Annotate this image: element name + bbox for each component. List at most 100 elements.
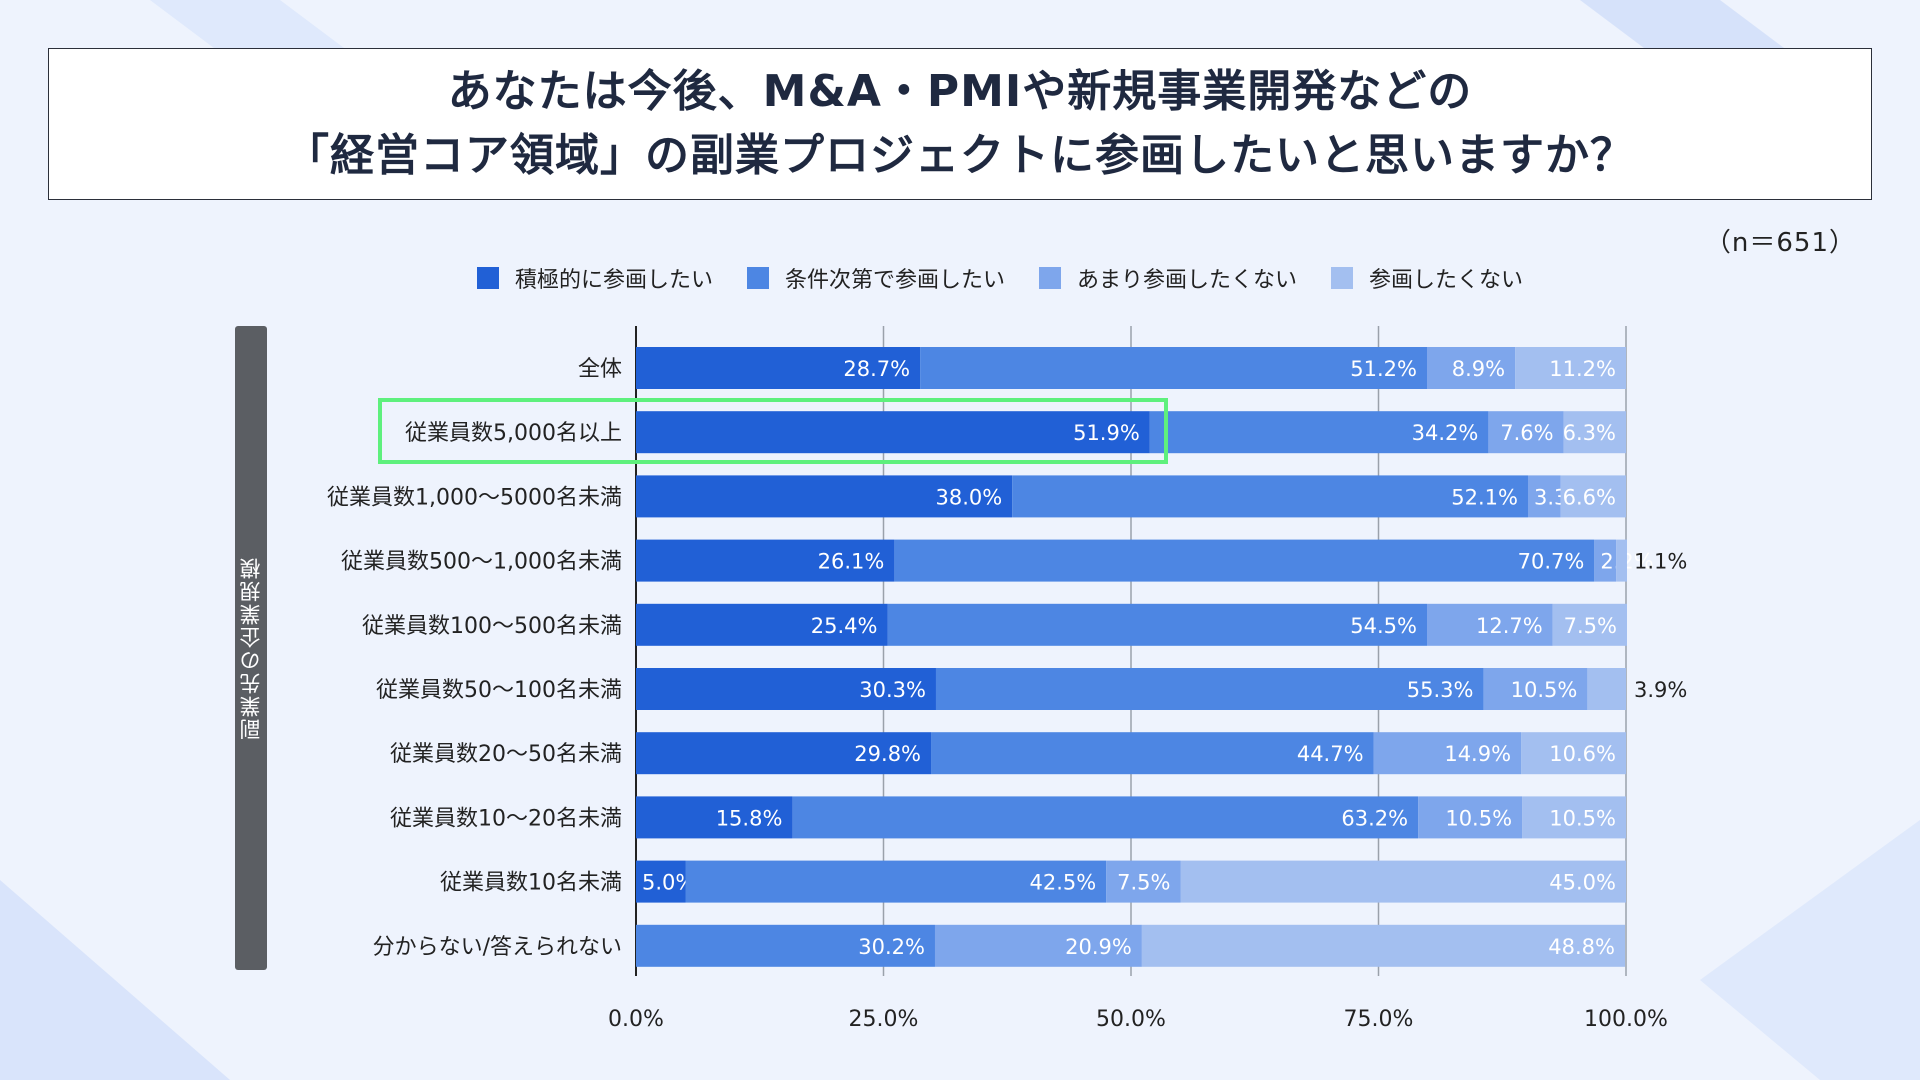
data-label-9-3: 48.8%: [1548, 935, 1615, 959]
category-label-4: 従業員数100〜500名未満: [362, 614, 622, 639]
side-axis-label-bar: 副業先の企業規模: [235, 326, 267, 970]
bar-segment-6-0: [636, 732, 932, 775]
data-label-6-3: 10.6%: [1549, 742, 1616, 766]
data-label-5-0: 30.3%: [859, 678, 926, 702]
bar-segment-1-3: [1563, 411, 1626, 454]
bar-segment-8-1: [685, 860, 1107, 903]
bar-segment-6-2: [1373, 732, 1522, 775]
data-label-8-3: 45.0%: [1549, 871, 1616, 895]
x-tick-label-3: 75.0%: [1344, 1007, 1414, 1032]
bar-segment-0-2: [1427, 347, 1516, 389]
data-label-4-2: 12.7%: [1476, 614, 1543, 638]
bar-segment-2-0: [636, 475, 1013, 518]
bar-segment-2-1: [1012, 475, 1528, 518]
data-label-7-2: 10.5%: [1445, 806, 1512, 830]
bar-segment-2-3: [1560, 475, 1626, 518]
bar-segment-0-0: [636, 347, 921, 389]
legend-swatch-series-1: [476, 267, 499, 289]
category-label-3: 従業員数500〜1,000名未満: [341, 550, 622, 575]
bar-segment-6-3: [1521, 732, 1626, 775]
data-label-1-1: 34.2%: [1412, 421, 1479, 445]
sample-size-note: （n＝651）: [1704, 228, 1856, 258]
legend-item-series-2: 条件次第で参画したい: [746, 262, 1005, 294]
data-label-7-1: 63.2%: [1341, 806, 1408, 830]
bar-segment-4-1: [887, 603, 1428, 646]
data-label-0-2: 8.9%: [1452, 357, 1505, 381]
category-label-6: 従業員数20〜50名未満: [390, 742, 622, 767]
bar-segment-7-2: [1418, 796, 1523, 839]
bar-segment-8-0: [636, 860, 686, 903]
bar-segment-4-3: [1552, 603, 1627, 646]
data-label-1-2: 7.6%: [1500, 421, 1553, 445]
data-label-3-1: 70.7%: [1518, 550, 1585, 574]
data-label-6-1: 44.7%: [1297, 742, 1364, 766]
bar-segment-3-2: [1594, 539, 1617, 582]
bar-segment-9-1: [636, 924, 935, 967]
data-label-0-1: 51.2%: [1350, 357, 1417, 381]
legend-swatch-series-3: [1039, 267, 1061, 289]
legend-label-series-2: 条件次第で参画したい: [784, 268, 1005, 293]
bar-segment-4-2: [1427, 603, 1553, 646]
bar-segment-9-2: [934, 924, 1142, 967]
data-label-6-2: 14.9%: [1444, 742, 1511, 766]
bar-segment-5-0: [636, 668, 936, 710]
chart-legend: 積極的に参画したい 条件次第で参画したい あまり参画したくない 参画したくない: [0, 262, 1920, 294]
category-label-8: 従業員数10名未満: [440, 871, 622, 896]
legend-label-series-3: あまり参画したくない: [1077, 268, 1298, 293]
data-label-1-0: 51.9%: [1073, 421, 1140, 445]
category-label-7: 従業員数10〜20名未満: [390, 806, 622, 831]
data-label-9-1: 30.2%: [858, 935, 925, 959]
legend-item-series-1: 積極的に参画したい: [476, 262, 713, 294]
data-label-6-0: 29.8%: [854, 742, 921, 766]
legend-item-series-3: あまり参画したくない: [1039, 262, 1297, 294]
bar-segment-0-1: [920, 347, 1428, 389]
data-label-3-0: 26.1%: [818, 550, 885, 574]
bar-segment-1-0: [636, 411, 1150, 454]
data-label-0-3: 11.2%: [1549, 357, 1616, 381]
category-label-1: 従業員数5,000名以上: [405, 421, 622, 446]
legend-label-series-4: 参画したくない: [1369, 268, 1524, 293]
x-tick-label-0: 0.0%: [608, 1007, 664, 1032]
bar-segment-5-1: [935, 668, 1484, 710]
category-label-9: 分からない/答えられない: [373, 935, 622, 960]
category-label-0: 全体: [578, 357, 622, 382]
bar-segment-1-1: [1149, 411, 1489, 454]
data-label-4-1: 54.5%: [1350, 614, 1417, 638]
bar-segment-2-2: [1527, 475, 1561, 518]
data-label-4-0: 25.4%: [811, 614, 878, 638]
data-label-7-0: 15.8%: [716, 806, 783, 830]
bar-segment-3-1: [894, 539, 1595, 582]
bar-segment-7-3: [1522, 796, 1626, 839]
category-label-5: 従業員数50〜100名未満: [376, 678, 622, 703]
legend-label-series-1: 積極的に参画したい: [514, 268, 713, 293]
bar-segment-8-3: [1180, 860, 1626, 903]
bar-segment-5-2: [1483, 668, 1588, 710]
bar-segment-4-0: [636, 603, 888, 646]
title-line-1: あなたは今後、M&A・PMIや新規事業開発などの: [447, 66, 1473, 117]
legend-swatch-series-4: [1331, 267, 1354, 289]
bar-segment-8-2: [1106, 860, 1181, 903]
title-box: あなたは今後、M&A・PMIや新規事業開発などの 「経営コア領域」の副業プロジェ…: [48, 48, 1872, 200]
bar-segment-6-1: [931, 732, 1374, 775]
legend-swatch-series-2: [746, 267, 769, 289]
data-label-7-3: 10.5%: [1549, 806, 1616, 830]
data-label-8-2: 7.5%: [1117, 871, 1170, 895]
data-label-5-2: 10.5%: [1511, 678, 1578, 702]
data-label-2-0: 38.0%: [935, 485, 1002, 509]
data-label-0-0: 28.7%: [843, 357, 910, 381]
title-line-2: 「経営コア領域」の副業プロジェクトに参画したいと思いますか？: [285, 130, 1635, 181]
data-label-3-3: 1.1%: [1634, 550, 1687, 574]
data-label-1-3: 6.3%: [1563, 421, 1616, 445]
bar-segment-1-2: [1488, 411, 1564, 454]
data-label-3-2: 2.2%: [1600, 550, 1653, 574]
bar-segment-9-3: [1141, 924, 1626, 967]
data-label-4-3: 7.5%: [1564, 614, 1617, 638]
data-label-5-1: 55.3%: [1407, 678, 1474, 702]
data-label-5-3: 3.9%: [1634, 678, 1687, 702]
bar-segment-3-3: [1616, 539, 1627, 582]
bar-segment-3-0: [636, 539, 895, 582]
x-tick-label-2: 50.0%: [1096, 1007, 1166, 1032]
x-tick-label-4: 100.0%: [1584, 1007, 1668, 1032]
data-label-2-1: 52.1%: [1451, 485, 1518, 509]
